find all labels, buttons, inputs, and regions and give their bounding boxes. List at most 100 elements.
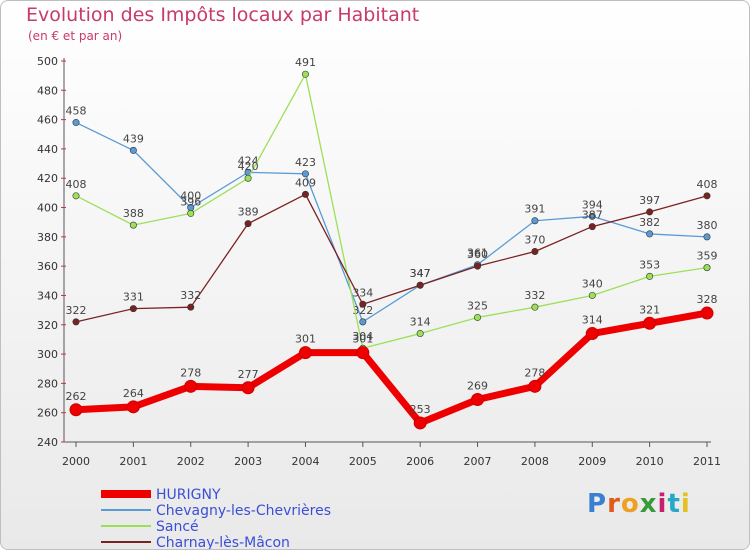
x-tick-label: 2002 [177, 455, 205, 468]
data-label-charnay-les-macon: 334 [352, 286, 373, 299]
data-point-charnay-les-macon [301, 190, 309, 198]
data-point-hurigny [528, 379, 542, 393]
data-point-charnay-les-macon [474, 262, 482, 270]
data-point-chevagny-les-chevrieres [359, 318, 367, 326]
data-label-hurigny: 253 [410, 403, 431, 416]
data-point-chevagny-les-chevrieres [531, 217, 539, 225]
y-tick-label: 300 [37, 348, 58, 361]
data-point-hurigny [356, 346, 370, 360]
logo-letter: P [587, 489, 608, 519]
data-label-charnay-les-macon: 332 [180, 289, 201, 302]
legend-label-chevagny-les-chevrieres: Chevagny-les-Chevrières [156, 503, 331, 519]
data-point-charnay-les-macon [187, 303, 195, 311]
x-tick-label: 2010 [636, 455, 664, 468]
data-point-sance [588, 291, 596, 299]
x-tick-label: 2000 [62, 455, 90, 468]
y-tick-label: 340 [37, 289, 58, 302]
data-label-hurigny: 301 [295, 333, 316, 346]
data-point-sance [187, 209, 195, 217]
data-point-hurigny [413, 416, 427, 430]
data-label-sance: 314 [410, 316, 431, 329]
data-label-sance: 353 [639, 258, 660, 271]
y-tick-label: 240 [37, 436, 58, 449]
data-point-hurigny [471, 393, 485, 407]
data-point-hurigny [69, 403, 83, 417]
data-label-chevagny-les-chevrieres: 322 [352, 304, 373, 317]
data-point-charnay-les-macon [588, 223, 596, 231]
series-line-sance [75, 73, 708, 349]
data-point-chevagny-les-chevrieres [646, 230, 654, 238]
y-tick-label: 500 [37, 55, 58, 68]
data-point-sance [416, 330, 424, 338]
data-label-chevagny-les-chevrieres: 458 [66, 105, 87, 118]
x-tick-label: 2001 [119, 455, 147, 468]
proxiti-logo: Proxiti [587, 489, 691, 519]
x-tick-label: 2006 [406, 455, 434, 468]
data-label-sance: 325 [467, 299, 488, 312]
legend-label-sance: Sancé [156, 519, 199, 535]
data-label-hurigny: 321 [639, 303, 660, 316]
data-point-sance [646, 272, 654, 280]
data-point-hurigny [298, 346, 312, 360]
chart-subtitle: (en € et par an) [28, 29, 123, 43]
data-label-sance: 491 [295, 56, 316, 69]
data-point-chevagny-les-chevrieres [72, 119, 80, 127]
data-point-hurigny [184, 379, 198, 393]
data-label-chevagny-les-chevrieres: 423 [295, 156, 316, 169]
data-point-chevagny-les-chevrieres [588, 212, 596, 220]
data-label-charnay-les-macon: 389 [238, 206, 259, 219]
y-tick-label: 480 [37, 84, 58, 97]
y-tick-label: 380 [37, 231, 58, 244]
data-label-charnay-les-macon: 387 [582, 209, 603, 222]
y-tick-label: 360 [37, 260, 58, 273]
data-label-hurigny: 278 [180, 366, 201, 379]
data-label-hurigny: 278 [524, 366, 545, 379]
data-label-sance: 408 [66, 178, 87, 191]
data-point-chevagny-les-chevrieres [703, 233, 711, 241]
data-label-hurigny: 301 [352, 333, 373, 346]
data-label-sance: 388 [123, 207, 144, 220]
y-tick-label: 460 [37, 114, 58, 127]
data-label-chevagny-les-chevrieres: 380 [697, 219, 718, 232]
data-label-chevagny-les-chevrieres: 361 [467, 247, 488, 260]
logo-letter: i [680, 489, 691, 519]
series-line-hurigny [75, 309, 708, 427]
data-point-sance [244, 174, 252, 182]
series-line-charnay-les-macon [75, 193, 708, 323]
data-point-chevagny-les-chevrieres [129, 146, 137, 154]
data-point-hurigny [241, 381, 255, 395]
data-label-chevagny-les-chevrieres: 394 [582, 198, 603, 211]
data-label-hurigny: 269 [467, 380, 488, 393]
data-label-hurigny: 264 [123, 387, 144, 400]
data-point-charnay-les-macon [646, 208, 654, 216]
logo-letter: t [667, 489, 681, 519]
x-tick-label: 2004 [291, 455, 319, 468]
data-label-charnay-les-macon: 331 [123, 291, 144, 304]
data-point-sance [531, 303, 539, 311]
data-label-charnay-les-macon: 360 [467, 248, 488, 261]
data-label-sance: 332 [524, 289, 545, 302]
data-label-sance: 396 [180, 195, 201, 208]
x-tick-label: 2009 [578, 455, 606, 468]
data-point-sance [72, 192, 80, 200]
data-point-sance [301, 70, 309, 78]
data-point-sance [474, 313, 482, 321]
data-label-charnay-les-macon: 370 [524, 234, 545, 247]
data-label-charnay-les-macon: 347 [410, 267, 431, 280]
data-point-charnay-les-macon [703, 192, 711, 200]
x-tick-label: 2011 [693, 455, 721, 468]
data-label-charnay-les-macon: 408 [697, 178, 718, 191]
logo-letter: r [607, 489, 621, 519]
data-point-charnay-les-macon [72, 318, 80, 326]
data-label-sance: 359 [697, 250, 718, 263]
logo-letter: i [657, 489, 668, 519]
series-line-chevagny-les-chevrieres [75, 121, 708, 323]
data-label-sance: 420 [238, 160, 259, 173]
data-point-charnay-les-macon [359, 300, 367, 308]
y-tick-label: 400 [37, 202, 58, 215]
data-point-charnay-les-macon [244, 220, 252, 228]
x-tick-label: 2007 [464, 455, 492, 468]
data-label-chevagny-les-chevrieres: 439 [123, 132, 144, 145]
